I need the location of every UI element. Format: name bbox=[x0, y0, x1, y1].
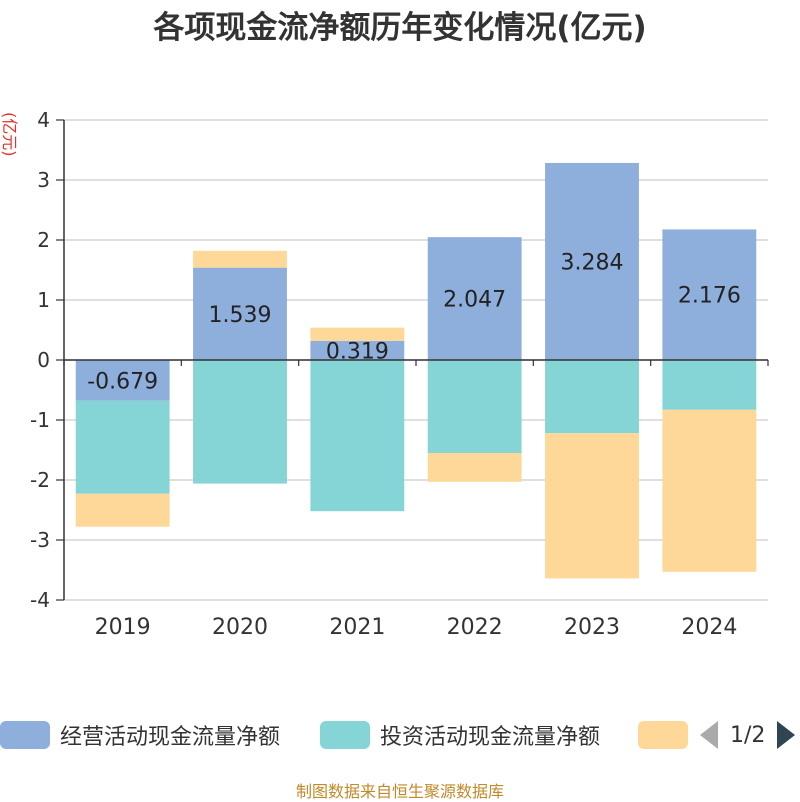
axes: 4 3 2 1 0 -1 -2 -3 -4 2019 2020 2021 2022 2023 2024 bbox=[30, 108, 769, 640]
bar-financing-2021[interactable] bbox=[310, 327, 405, 341]
legend-swatch-investing bbox=[320, 721, 370, 749]
legend-item-investing[interactable]: 投资活动现金流量净额 bbox=[320, 716, 600, 754]
data-label: 2.047 bbox=[443, 288, 506, 313]
x-tick-label: 2021 bbox=[329, 615, 385, 640]
data-label: -0.679 bbox=[87, 369, 158, 394]
x-tick-label: 2023 bbox=[564, 615, 620, 640]
data-label: 0.319 bbox=[326, 339, 389, 364]
bar-investing-2024[interactable] bbox=[662, 360, 757, 410]
y-tick-label: -2 bbox=[30, 468, 50, 492]
y-tick-label: -4 bbox=[30, 588, 50, 612]
x-tick-label: 2024 bbox=[681, 615, 737, 640]
bar-investing-2021[interactable] bbox=[310, 360, 405, 512]
bar-operating-2019[interactable] bbox=[75, 360, 170, 401]
bar-financing-2024[interactable] bbox=[662, 409, 757, 572]
bar-operating-2020[interactable] bbox=[193, 267, 287, 360]
bar-investing-2022[interactable] bbox=[427, 360, 522, 453]
legend-item-operating[interactable]: 经营活动现金流量净额 bbox=[0, 716, 280, 754]
bar-operating-2023[interactable] bbox=[545, 162, 639, 360]
x-tick-label: 2022 bbox=[447, 615, 503, 640]
grid-lines bbox=[64, 119, 768, 601]
legend-swatch-financing bbox=[638, 721, 688, 749]
x-tick-label: 2020 bbox=[212, 615, 268, 640]
y-tick-label: 3 bbox=[37, 168, 50, 192]
bar-financing-2022[interactable] bbox=[427, 453, 522, 482]
legend-next-icon[interactable] bbox=[777, 721, 796, 749]
y-axis-label: (亿元) bbox=[0, 112, 19, 157]
legend-label-operating: 经营活动现金流量净额 bbox=[60, 725, 281, 750]
legend-page-indicator: 1/2 bbox=[730, 722, 766, 748]
y-tick-label: -3 bbox=[30, 528, 50, 552]
legend-pager: 1/2 bbox=[700, 716, 796, 754]
legend-label-investing: 投资活动现金流量净额 bbox=[380, 725, 601, 750]
data-label: 3.284 bbox=[561, 250, 624, 275]
y-tick-label: 4 bbox=[37, 108, 50, 132]
bar-investing-2020[interactable] bbox=[193, 360, 287, 484]
data-label: 2.176 bbox=[678, 284, 741, 309]
bar-financing-2023[interactable] bbox=[545, 433, 639, 579]
legend: 经营活动现金流量净额 投资活动现金流量净额 1/2 bbox=[0, 716, 800, 754]
bar-operating-2022[interactable] bbox=[427, 237, 522, 360]
bar-investing-2019[interactable] bbox=[75, 400, 170, 494]
legend-item-financing[interactable] bbox=[638, 716, 688, 754]
bar-operating-2021[interactable] bbox=[310, 340, 405, 360]
bar-financing-2019[interactable] bbox=[75, 493, 170, 527]
chart-title: 各项现金流净额历年变化情况(亿元) bbox=[153, 10, 647, 46]
bars bbox=[75, 162, 757, 579]
bar-financing-2020[interactable] bbox=[193, 250, 287, 268]
y-tick-label: 2 bbox=[37, 228, 50, 252]
legend-swatch-operating bbox=[0, 721, 50, 749]
x-tick-label: 2019 bbox=[95, 615, 151, 640]
source-footer: 制图数据来自恒生聚源数据库 bbox=[295, 782, 504, 801]
bar-investing-2023[interactable] bbox=[545, 360, 639, 434]
bar-operating-2024[interactable] bbox=[662, 229, 757, 360]
y-tick-label: -1 bbox=[30, 408, 50, 432]
y-tick-label: 1 bbox=[37, 288, 50, 312]
data-label: 1.539 bbox=[209, 303, 272, 328]
legend-prev-icon[interactable] bbox=[700, 721, 718, 749]
y-tick-label: 0 bbox=[37, 348, 50, 372]
data-labels: -0.679 1.539 0.319 2.047 3.284 2.176 bbox=[87, 250, 741, 394]
